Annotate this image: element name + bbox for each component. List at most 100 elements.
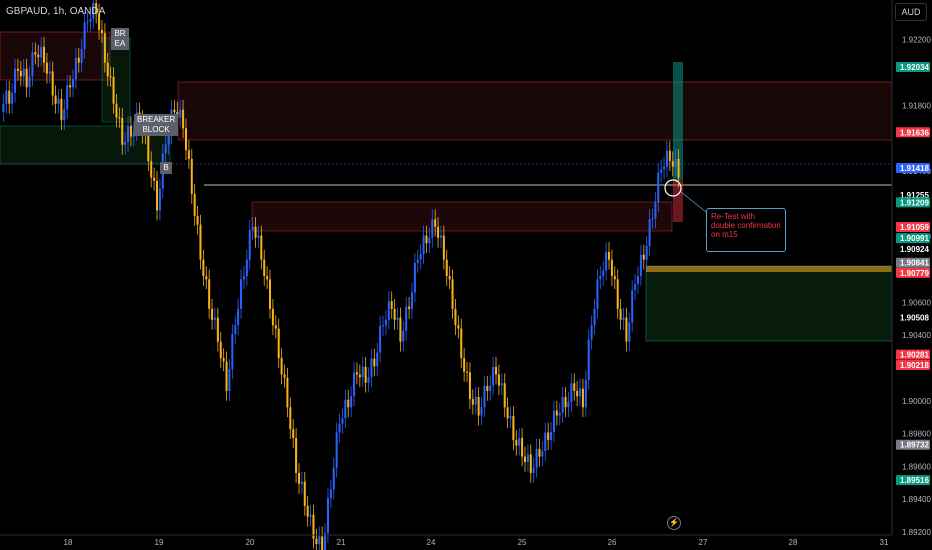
candle-body (439, 235, 442, 238)
candle-body (57, 98, 60, 104)
candle-body (622, 317, 625, 320)
candle-body (428, 237, 431, 244)
candle-body (506, 407, 509, 419)
candle-body (587, 339, 590, 380)
price-tag-bg (896, 233, 930, 244)
breaker-block-label-top: BR EA (111, 28, 129, 50)
candle-body (118, 117, 121, 119)
candle-body (341, 418, 344, 424)
price-tag-label: 1.91209 (900, 198, 929, 207)
candle-body (451, 279, 454, 309)
candle-body (295, 437, 298, 473)
candle-body (167, 133, 170, 145)
candle-body (396, 317, 399, 320)
candle-body (581, 388, 584, 408)
candle-body (225, 361, 228, 391)
candle-body (222, 358, 225, 362)
time-tick-label: 19 (155, 538, 164, 547)
candle-body (309, 514, 312, 517)
candle-body (248, 230, 251, 260)
demand-zone-lower (645, 265, 893, 342)
candle-body (54, 95, 57, 104)
candle-body (538, 448, 541, 457)
candle-body (211, 308, 214, 320)
candle-body (416, 259, 419, 263)
candle-body (277, 328, 280, 359)
candle-body (98, 13, 101, 30)
retest-annotation[interactable]: Re-Test with double confirmation on m15 (706, 208, 786, 252)
candle-body (173, 109, 176, 112)
candle-body (40, 46, 43, 58)
time-tick-label: 20 (246, 538, 255, 547)
candle-body (89, 18, 92, 22)
price-tag-bg (896, 197, 930, 208)
candle-body (318, 536, 321, 545)
candle-body (63, 109, 66, 121)
time-tick-label: 18 (64, 538, 73, 547)
candle-body (289, 407, 292, 430)
candle-body (45, 62, 48, 74)
candle-body (190, 158, 193, 194)
candle-body (422, 235, 425, 255)
candle-body (668, 150, 671, 162)
price-tag-label: 1.91636 (900, 128, 929, 137)
candle-body (263, 259, 266, 277)
price-tag-label: 1.91059 (900, 223, 929, 232)
candle-body (671, 161, 674, 167)
position-stop-box (673, 180, 683, 222)
candle-body (121, 117, 124, 145)
candle-body (544, 432, 547, 452)
candle-body (607, 251, 611, 260)
price-tick-label: 1.90400 (902, 331, 931, 340)
candle-body (106, 62, 109, 77)
candle-body (376, 352, 379, 367)
candle-body (677, 158, 680, 178)
price-tick-label: 1.90000 (902, 397, 931, 406)
lightning-icon[interactable]: ⚡ (667, 516, 681, 530)
candle-body (335, 432, 338, 468)
candle-body (242, 276, 245, 280)
candle-body (329, 489, 332, 499)
candle-body (457, 325, 460, 329)
breaker-block-label-small: B (160, 162, 172, 174)
candle-body (19, 70, 22, 77)
time-tick-label: 26 (608, 538, 617, 547)
candle-body (150, 161, 153, 178)
candle-body (410, 292, 414, 309)
candle-body (526, 454, 529, 463)
currency-selector[interactable]: AUD (895, 3, 927, 21)
candle-body (599, 276, 602, 280)
candle-body (645, 245, 648, 260)
candle-body (381, 325, 385, 327)
candle-body (474, 396, 477, 405)
price-tag-label: 1.90508 (900, 313, 929, 322)
candle-body (16, 68, 19, 71)
candle-body (460, 328, 463, 359)
price-tag-bg (896, 163, 930, 174)
candle-body (260, 235, 263, 260)
candle-body (434, 219, 437, 227)
candle-body (350, 396, 353, 408)
candle-body (321, 536, 324, 550)
candle-body (483, 385, 486, 408)
symbol-title: GBPAUD, 1h, OANDA (6, 6, 106, 17)
order-block-line (646, 266, 892, 272)
candle-body (37, 54, 40, 58)
candle-body (228, 369, 231, 391)
candle-body (570, 383, 573, 402)
candle-body (497, 374, 500, 386)
price-tag-bg (896, 257, 930, 268)
time-tick-label: 24 (427, 538, 436, 547)
candle-body (8, 90, 11, 104)
candle-body (80, 49, 83, 63)
candle-body (92, 3, 95, 19)
candle-body (431, 219, 434, 238)
price-tag-label: 1.90924 (900, 245, 929, 254)
candle-body (347, 399, 350, 408)
candle-body (558, 412, 561, 416)
candle-body (471, 399, 474, 405)
candle-body (254, 226, 257, 238)
candle-body (466, 371, 469, 373)
candle-body (547, 432, 550, 441)
